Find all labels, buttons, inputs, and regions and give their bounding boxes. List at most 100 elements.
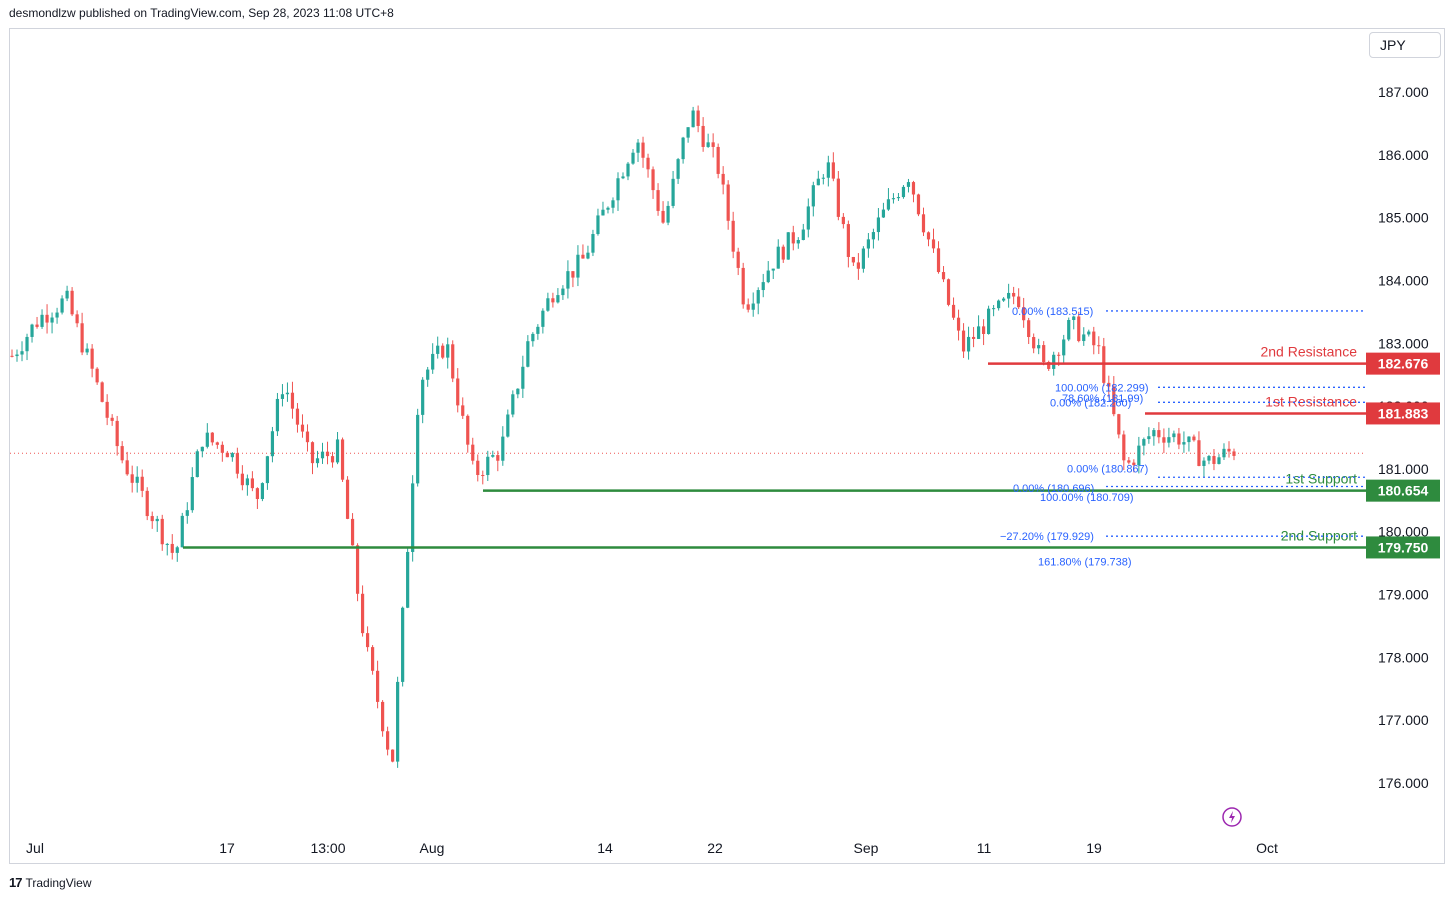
candle: [406, 547, 410, 609]
candle: [886, 188, 891, 211]
x-tick-label: 22: [707, 840, 723, 856]
candle: [1132, 459, 1136, 473]
currency-selector[interactable]: JPY: [1369, 32, 1441, 58]
candle: [45, 304, 49, 334]
candle: [55, 307, 59, 324]
candle: [811, 181, 815, 217]
x-tick-label: Aug: [420, 840, 445, 856]
candle: [150, 511, 154, 529]
candle: [726, 180, 730, 230]
candle: [1092, 326, 1096, 355]
candle: [1137, 436, 1141, 474]
lightning-icon[interactable]: [1222, 807, 1242, 827]
y-tick-label: 186.000: [1378, 147, 1429, 163]
level-support[interactable]: 1st Support 180.654: [483, 471, 1440, 502]
candle: [941, 266, 946, 283]
level-price-badge: [1366, 479, 1440, 502]
candle: [15, 349, 19, 362]
level-price: 181.883: [1378, 405, 1429, 421]
y-tick-label: 181.000: [1378, 461, 1429, 477]
candle: [190, 467, 194, 513]
candle: [471, 437, 475, 465]
candle: [25, 333, 29, 361]
level-resistance[interactable]: 1st Resistance 181.883: [1145, 393, 1440, 425]
candle: [315, 450, 320, 468]
candle: [1192, 434, 1196, 442]
candle: [661, 201, 665, 224]
level-label: 2nd Support: [1281, 527, 1357, 543]
candle: [536, 324, 540, 340]
x-tick-label: Jul: [26, 840, 44, 856]
y-tick-label: 183.000: [1378, 335, 1429, 351]
x-tick-label: 19: [1086, 840, 1102, 856]
candle: [220, 441, 224, 462]
y-tick-label: 176.000: [1378, 775, 1429, 791]
y-tick-label: 179.000: [1378, 587, 1429, 603]
candle: [170, 534, 174, 560]
candle: [1212, 449, 1216, 471]
candle: [1037, 338, 1041, 355]
candle: [40, 309, 44, 329]
candle: [626, 161, 630, 181]
candle: [896, 192, 901, 201]
candle: [1142, 437, 1146, 456]
candle: [200, 446, 204, 458]
candle: [971, 327, 976, 348]
candle: [566, 260, 570, 299]
candle: [506, 409, 510, 438]
candle: [721, 166, 725, 195]
candle: [1042, 341, 1046, 366]
candle: [270, 426, 275, 463]
candle: [360, 585, 365, 637]
candle: [992, 305, 996, 317]
y-axis-ticks: 187.000186.000185.000184.000183.000182.0…: [1378, 84, 1429, 791]
candle: [791, 225, 795, 251]
candle: [556, 288, 560, 304]
candle: [551, 292, 555, 308]
level-support[interactable]: 2nd Support 179.750: [183, 527, 1440, 559]
candle: [275, 392, 280, 436]
fib-label: 0.00% (180.696): [1013, 483, 1094, 495]
candle: [751, 292, 755, 317]
candle: [1147, 427, 1151, 444]
candle: [476, 454, 480, 482]
candle: [516, 388, 520, 399]
candle: [1162, 428, 1166, 454]
candle: [501, 426, 505, 466]
candle: [956, 309, 961, 341]
candle: [871, 228, 876, 249]
candle: [340, 437, 345, 482]
candle: [180, 512, 184, 548]
x-tick-label: 13:00: [310, 840, 345, 856]
candle: [1202, 457, 1206, 477]
candle: [976, 315, 981, 340]
candle: [125, 451, 129, 476]
level-resistance[interactable]: 2nd Resistance 182.676: [988, 344, 1440, 375]
candle: [846, 220, 850, 268]
candle: [135, 466, 139, 493]
candle: [75, 310, 79, 328]
level-price: 180.654: [1378, 483, 1429, 499]
candle: [611, 197, 615, 214]
y-tick-label: 187.000: [1378, 84, 1429, 100]
level-price: 179.750: [1378, 539, 1429, 555]
candle: [310, 441, 315, 475]
level-price-badge: [1366, 536, 1440, 559]
candle: [85, 343, 89, 356]
candle: [105, 394, 109, 426]
candle: [571, 271, 575, 288]
candle: [651, 166, 655, 199]
candle: [997, 299, 1001, 311]
candle: [561, 285, 565, 300]
candle: [1197, 431, 1201, 467]
candle: [521, 355, 525, 398]
candle: [70, 287, 74, 317]
candle: [10, 349, 14, 358]
candle: [486, 450, 490, 481]
level-label: 1st Support: [1285, 471, 1357, 487]
candle: [65, 285, 69, 302]
candle: [866, 233, 871, 258]
candle: [140, 469, 144, 498]
candle: [951, 297, 956, 320]
